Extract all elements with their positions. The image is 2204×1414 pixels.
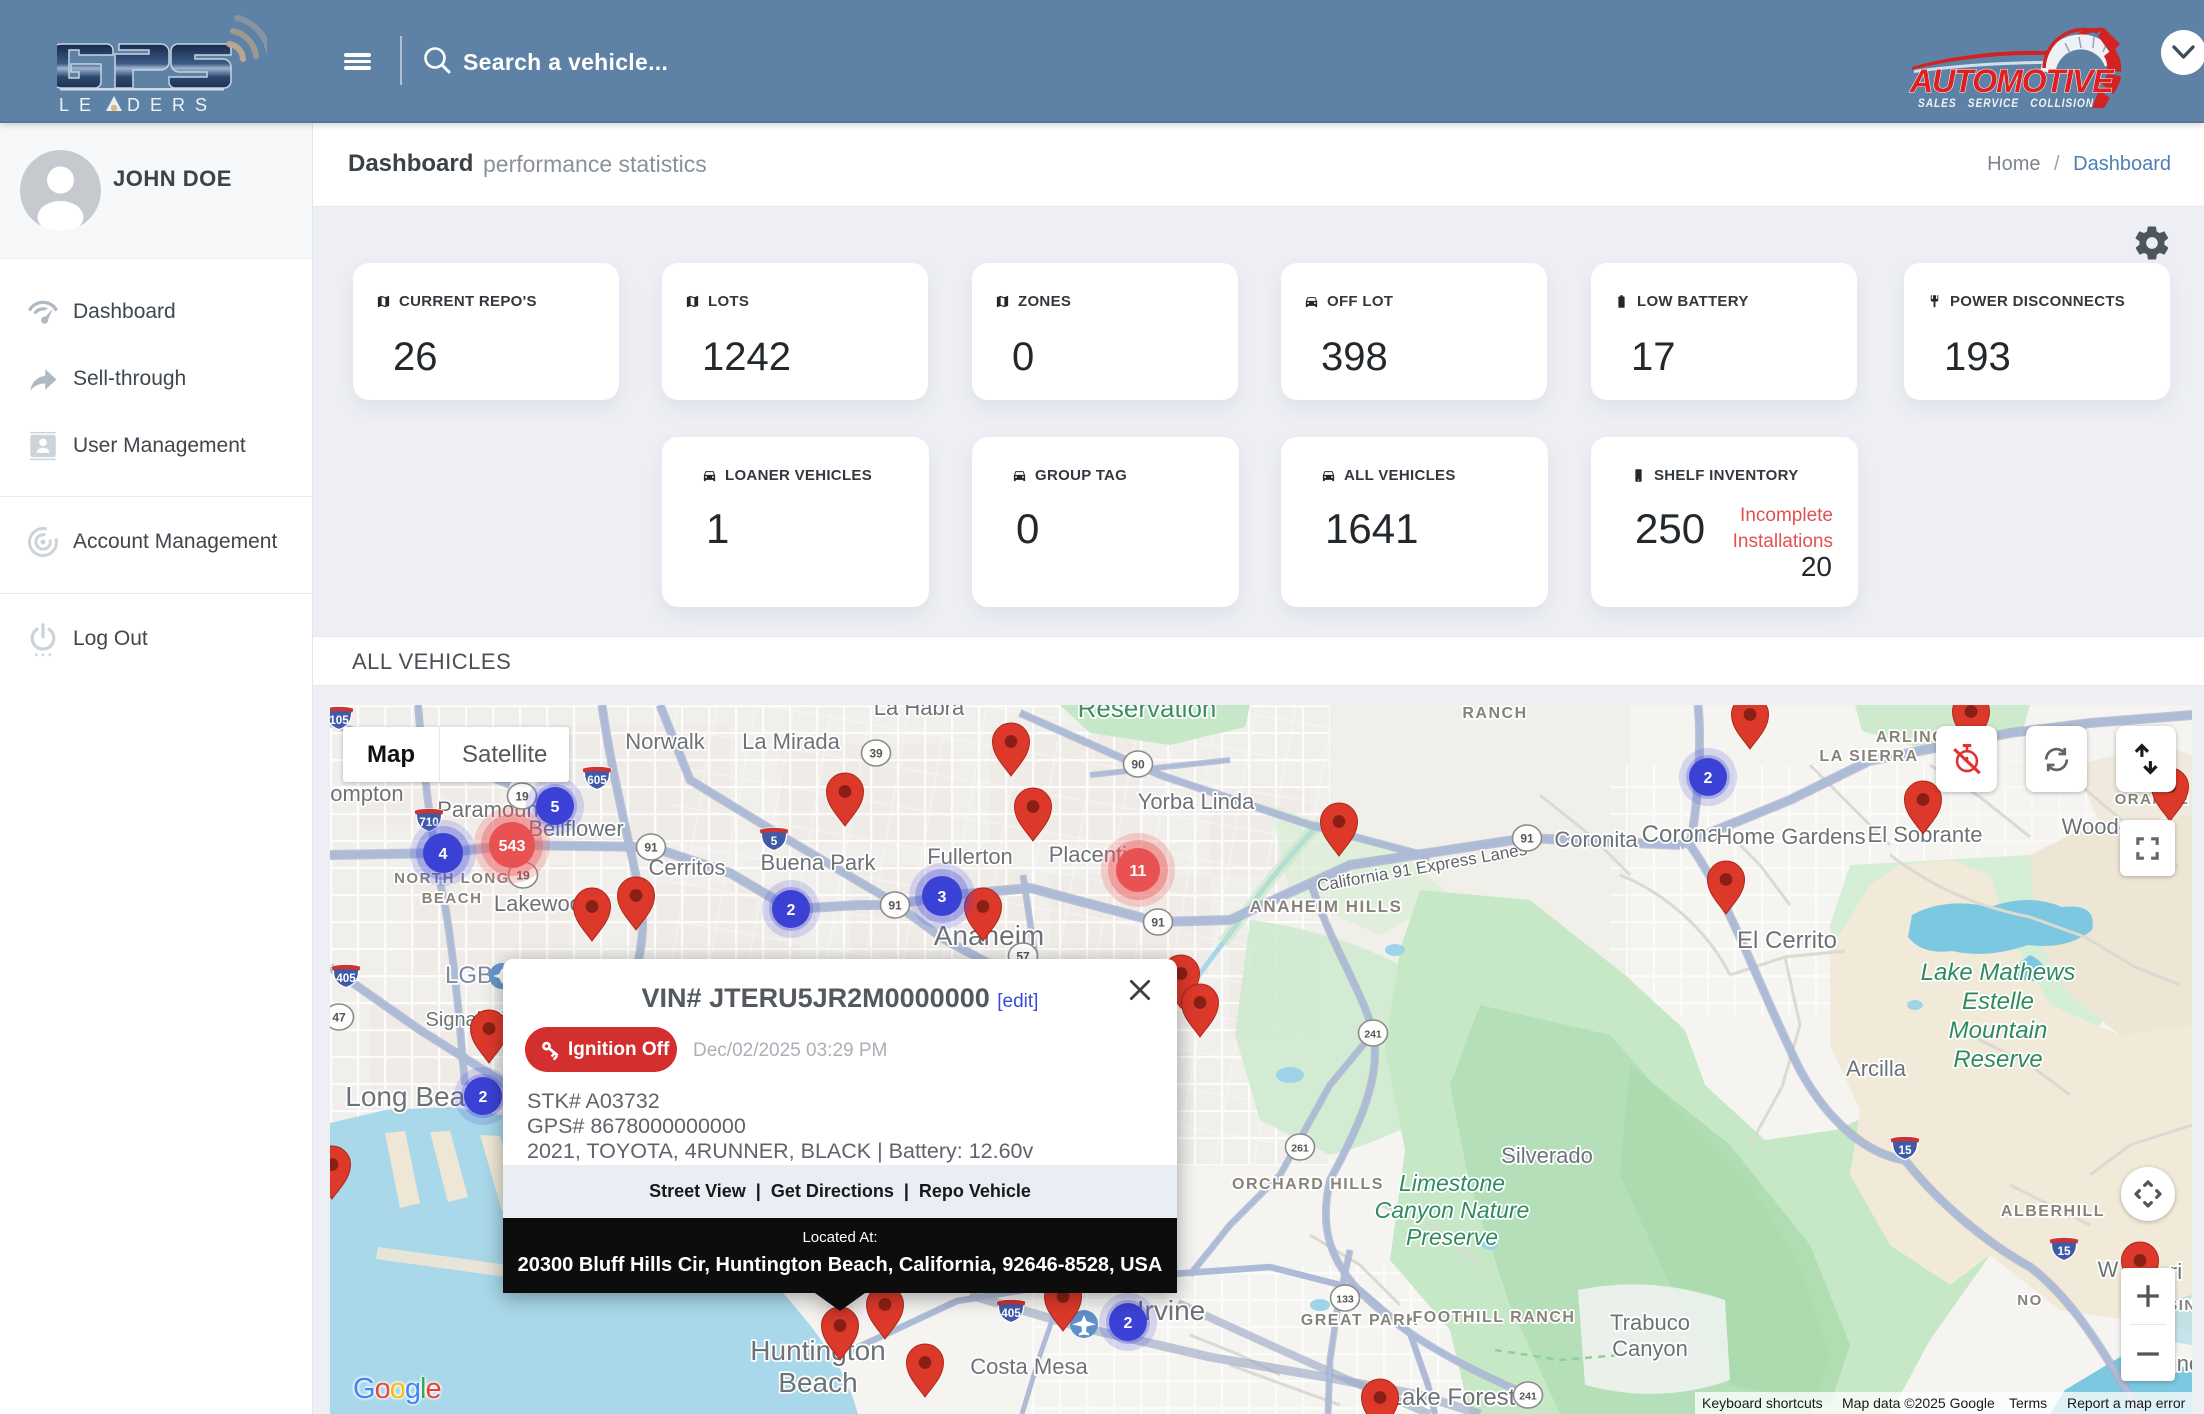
svg-text:133: 133 [1336, 1294, 1354, 1306]
svg-text:5: 5 [771, 835, 778, 848]
svg-text:105: 105 [330, 714, 349, 727]
svg-text:Reservation: Reservation [1078, 705, 1217, 723]
svg-text:Mountain: Mountain [1949, 1017, 2048, 1044]
svg-text:605: 605 [587, 774, 607, 787]
svg-text:Cerritos: Cerritos [648, 855, 725, 880]
svg-text:Beach: Beach [778, 1367, 857, 1398]
svg-text:4: 4 [439, 846, 448, 863]
svg-text:Limestone: Limestone [1399, 1170, 1505, 1196]
svg-text:El Cerrito: El Cerrito [1737, 927, 1837, 954]
svg-text:241: 241 [1519, 1391, 1537, 1403]
svg-text:19: 19 [515, 790, 529, 804]
svg-text:NO: NO [2017, 1292, 2043, 1309]
svg-text:Canyon: Canyon [1612, 1336, 1688, 1361]
svg-text:ANAHEIM HILLS: ANAHEIM HILLS [1250, 897, 1403, 916]
svg-text:DERS: DERS [127, 95, 217, 113]
svg-text:Corona: Corona [1642, 821, 1721, 848]
svg-text:11: 11 [1130, 863, 1147, 880]
svg-text:LGB: LGB [445, 962, 493, 989]
svg-text:LA SIERRA: LA SIERRA [1819, 748, 1918, 765]
svg-text:Home Gardens: Home Gardens [1716, 824, 1865, 849]
svg-text:LE: LE [59, 95, 101, 113]
svg-text:GREAT PARK: GREAT PARK [1301, 1312, 1419, 1329]
svg-text:Fullerton: Fullerton [927, 844, 1013, 869]
svg-text:2: 2 [1124, 1315, 1133, 1332]
svg-text:91: 91 [888, 899, 902, 913]
svg-text:91: 91 [1151, 916, 1165, 930]
svg-text:W: W [2098, 1257, 2119, 1282]
svg-text:Lake Forest: Lake Forest [1389, 1384, 1516, 1411]
svg-text:Estelle: Estelle [1962, 988, 2034, 1015]
svg-text:15: 15 [1898, 1144, 1912, 1157]
svg-text:Huntington: Huntington [750, 1335, 885, 1366]
svg-text:La Mirada: La Mirada [742, 729, 841, 754]
svg-text:ALBERHILL: ALBERHILL [2001, 1203, 2105, 1220]
svg-text:405: 405 [336, 972, 356, 985]
svg-text:AUTOMOTIVE: AUTOMOTIVE [1909, 63, 2115, 99]
svg-text:2: 2 [1704, 770, 1713, 787]
svg-text:91: 91 [644, 841, 658, 855]
svg-text:3: 3 [938, 889, 947, 906]
svg-text:Costa Mesa: Costa Mesa [970, 1354, 1088, 1379]
svg-text:Norwalk: Norwalk [625, 729, 705, 754]
svg-text:Canyon Nature: Canyon Nature [1375, 1197, 1530, 1223]
svg-text:Yorba Linda: Yorba Linda [1138, 789, 1255, 814]
svg-text:El Sobrante: El Sobrante [1868, 822, 1983, 847]
svg-text:5: 5 [551, 799, 560, 816]
svg-text:Reserve: Reserve [1953, 1046, 2042, 1073]
svg-text:La Habra: La Habra [874, 705, 965, 720]
svg-text:241: 241 [1364, 1029, 1382, 1041]
svg-text:NORTH LONG: NORTH LONG [394, 870, 510, 887]
svg-text:BEACH: BEACH [422, 890, 483, 907]
svg-text:405: 405 [1001, 1307, 1021, 1320]
svg-text:543: 543 [499, 838, 526, 855]
svg-text:Lake Mathews: Lake Mathews [1921, 959, 2076, 986]
svg-text:Buena Park: Buena Park [761, 850, 877, 875]
svg-text:39: 39 [869, 747, 883, 761]
svg-text:2: 2 [787, 902, 796, 919]
svg-text:Trabuco: Trabuco [1610, 1310, 1690, 1335]
svg-text:SALES SERVICE COLLISION: SALES SERVICE COLLISION [1918, 98, 2094, 108]
svg-text:Compton: Compton [330, 781, 404, 806]
svg-text:Preserve: Preserve [1406, 1224, 1498, 1250]
svg-text:Silverado: Silverado [1501, 1143, 1593, 1168]
svg-text:19: 19 [516, 869, 530, 883]
svg-text:ORCHARD HILLS: ORCHARD HILLS [1232, 1176, 1384, 1193]
svg-text:Irvine: Irvine [1137, 1295, 1205, 1326]
svg-text:Coronita: Coronita [1554, 827, 1638, 852]
svg-text:FOOTHILL RANCH: FOOTHILL RANCH [1413, 1309, 1576, 1326]
svg-text:47: 47 [332, 1011, 346, 1025]
svg-text:261: 261 [1291, 1143, 1309, 1155]
svg-text:2: 2 [479, 1089, 488, 1106]
svg-text:Arcilla: Arcilla [1846, 1056, 1907, 1081]
svg-text:91: 91 [1520, 832, 1534, 846]
svg-text:RANCH: RANCH [1462, 705, 1527, 722]
svg-text:15: 15 [2057, 1245, 2071, 1258]
svg-text:90: 90 [1131, 758, 1145, 772]
svg-text:710: 710 [419, 816, 439, 829]
